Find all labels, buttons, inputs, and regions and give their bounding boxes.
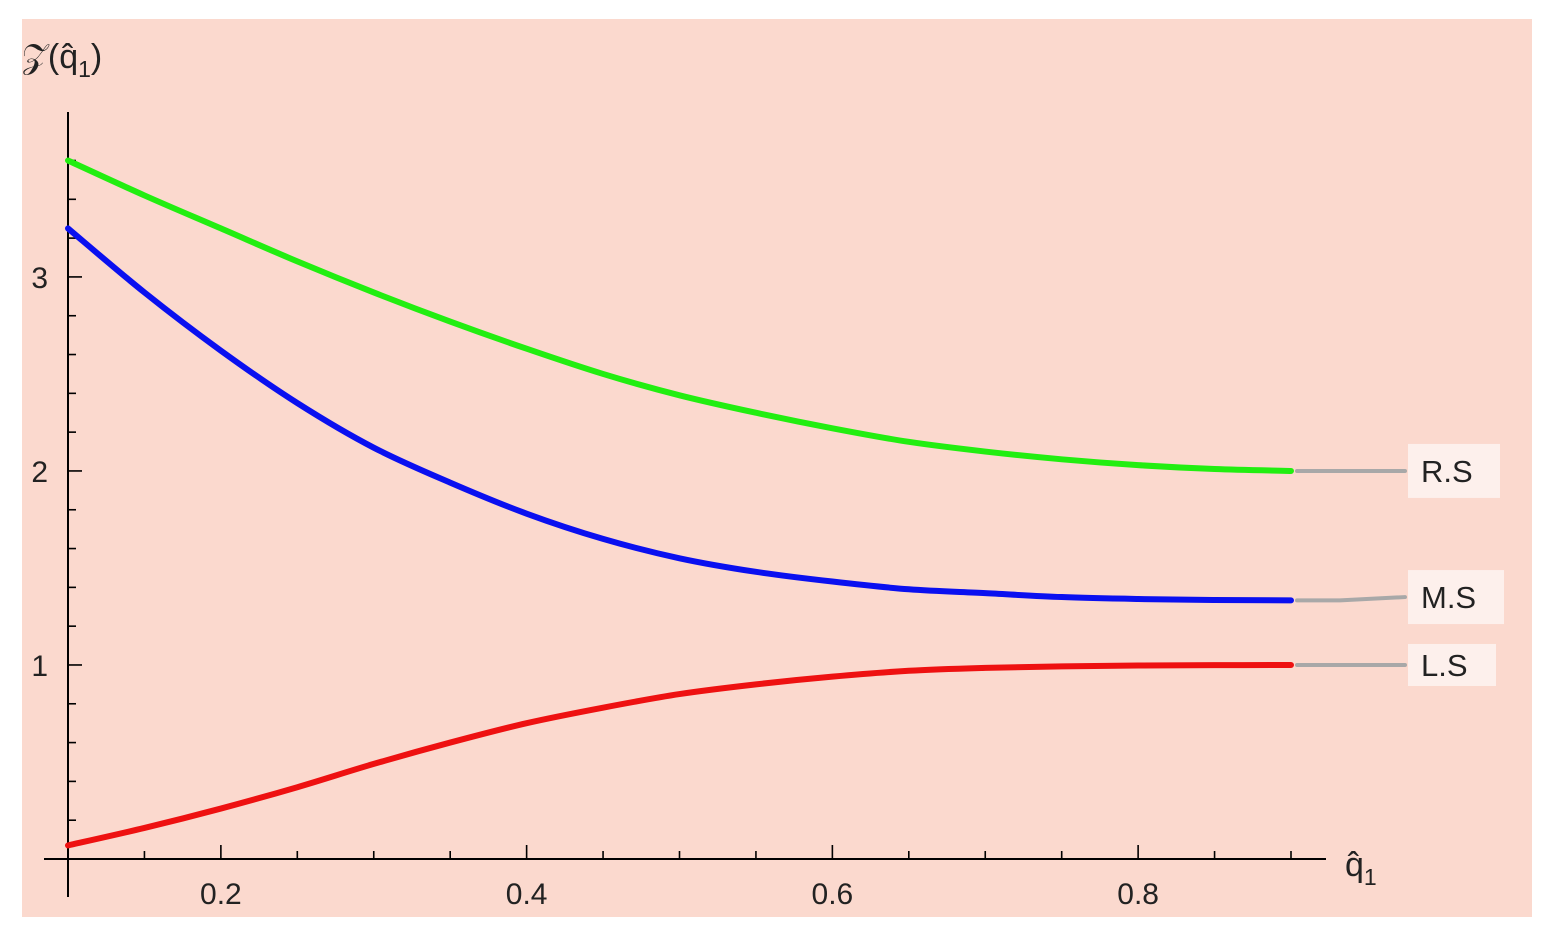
legend-box-m-s: [1408, 570, 1504, 625]
y-tick-label: 1: [31, 650, 48, 683]
legend-label-l-s: L.S: [1421, 648, 1468, 683]
legend-leader-m-s: [1295, 595, 1407, 603]
legend: R.S M.S L.S: [1295, 443, 1504, 686]
legend-box-r-s: [1408, 443, 1500, 498]
series-line-l-s: [65, 661, 1294, 849]
legend-label-r-s: R.S: [1421, 454, 1473, 489]
x-tick-label: 0.4: [506, 878, 548, 911]
y-tick-label: 2: [31, 456, 48, 489]
x-tick-label: 0.6: [812, 878, 854, 911]
axis-ticks: 0.2 0.4 0.6 0.8 1 2 3: [31, 159, 1292, 911]
y-axis-label: 𝒵(q̂1): [22, 38, 102, 82]
x-axis-label: q̂1: [1345, 846, 1377, 890]
series-lines: [65, 157, 1294, 849]
plot-background: [22, 19, 1532, 917]
axes: [44, 112, 1326, 897]
legend-label-m-s: M.S: [1421, 580, 1476, 615]
x-tick-label: 0.8: [1117, 878, 1159, 911]
x-tick-label: 0.2: [200, 878, 242, 911]
series-line-m-s: [65, 225, 1294, 604]
series-line-r-s: [65, 157, 1294, 474]
y-tick-label: 3: [31, 262, 48, 295]
legend-box-l-s: [1408, 643, 1496, 686]
